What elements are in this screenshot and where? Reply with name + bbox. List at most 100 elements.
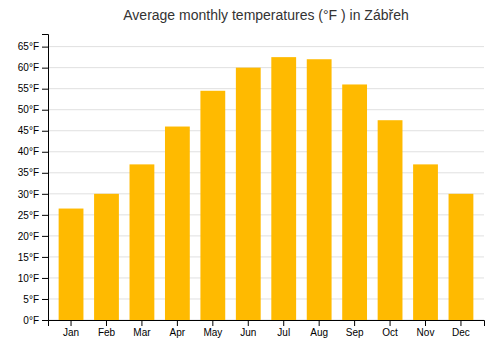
bar (165, 127, 190, 320)
y-tick-label: 45°F (18, 125, 39, 136)
y-tick-mark (42, 47, 48, 48)
y-tick-label: 60°F (18, 62, 39, 73)
x-tick: Sep (346, 320, 364, 338)
grid-line (48, 67, 484, 68)
bar (130, 164, 155, 320)
y-axis: 0°F 5°F 10°F 15°F 20°F 25°F 30°F 35°F 40°F 45°F 50… (18, 35, 49, 326)
y-tick: 0°F (23, 315, 48, 326)
x-tick: Apr (170, 320, 186, 338)
grid-line (48, 130, 484, 131)
y-tick-mark (42, 320, 48, 321)
x-tick-label: Nov (417, 327, 435, 338)
x-tick: Aug (310, 320, 328, 338)
x-tick-mark (177, 320, 178, 326)
y-tick-label: 10°F (18, 273, 39, 284)
x-tick-label: Aug (310, 327, 328, 338)
x-tick-mark (71, 320, 72, 326)
y-tick: 65°F (18, 41, 48, 52)
x-tick-mark (460, 320, 461, 326)
y-tick-label: 20°F (18, 231, 39, 242)
bar (307, 59, 332, 320)
bars (59, 57, 474, 320)
x-tick-mark (141, 320, 142, 326)
x-axis: Jan Feb Mar Apr May Jun Jul Aug Sep Oct Nov Dec (49, 320, 485, 338)
bar (59, 209, 84, 320)
y-tick-label: 55°F (18, 83, 39, 94)
x-tick-mark (425, 320, 426, 326)
x-tick: Mar (133, 320, 151, 338)
x-tick-label: Sep (346, 327, 364, 338)
grid-line (48, 151, 484, 152)
y-tick: 20°F (18, 231, 48, 242)
x-tick: Feb (98, 320, 116, 338)
y-tick: 55°F (18, 83, 48, 94)
y-tick: 15°F (18, 252, 48, 263)
x-axis-line (49, 321, 485, 327)
y-tick-label: 40°F (18, 146, 39, 157)
y-tick: 10°F (18, 273, 48, 284)
x-tick-label: Mar (133, 327, 151, 338)
x-tick-mark (319, 320, 320, 326)
x-tick-mark (248, 320, 249, 326)
grid-line (48, 109, 484, 110)
y-tick-label: 65°F (18, 41, 39, 52)
y-tick-mark (42, 152, 48, 153)
y-tick-mark (42, 89, 48, 90)
bar (94, 194, 119, 320)
x-tick: Jun (240, 320, 256, 338)
y-tick-label: 35°F (18, 167, 39, 178)
plot: 0°F 5°F 10°F 15°F 20°F 25°F 30°F 35°F 40°F 45°F 50… (18, 35, 485, 339)
y-tick: 50°F (18, 104, 48, 115)
x-tick-label: Jan (63, 327, 79, 338)
x-tick-label: Apr (170, 327, 186, 338)
y-tick: 5°F (23, 294, 48, 305)
y-tick: 25°F (18, 210, 48, 221)
x-tick: Oct (382, 320, 398, 338)
bar (271, 57, 296, 320)
y-tick-label: 5°F (23, 294, 39, 305)
y-tick-label: 50°F (18, 104, 39, 115)
y-tick-mark (42, 68, 48, 69)
y-tick: 30°F (18, 189, 48, 200)
y-tick-mark (42, 173, 48, 174)
y-tick: 45°F (18, 125, 48, 136)
bar (378, 120, 403, 320)
x-tick-label: May (203, 327, 222, 338)
x-tick: Dec (452, 320, 470, 338)
grid (48, 47, 484, 320)
y-tick-label: 30°F (18, 189, 39, 200)
y-tick-mark (42, 299, 48, 300)
bar (200, 91, 225, 320)
bar (342, 84, 367, 320)
x-tick-mark (390, 320, 391, 326)
y-tick-mark (42, 131, 48, 132)
x-tick-mark (283, 320, 284, 326)
y-tick-label: 0°F (23, 315, 39, 326)
bar (449, 194, 474, 320)
y-tick: 40°F (18, 146, 48, 157)
x-tick-mark (354, 320, 355, 326)
x-tick: May (203, 320, 222, 338)
y-tick-label: 25°F (18, 210, 39, 221)
x-tick: Jul (277, 320, 290, 338)
chart: 0°F 5°F 10°F 15°F 20°F 25°F 30°F 35°F 40°F 45°F 50… (0, 0, 500, 350)
grid-line (48, 88, 484, 89)
y-tick-mark (42, 236, 48, 237)
y-axis-line (42, 35, 49, 321)
x-tick-label: Oct (382, 327, 398, 338)
title: Average monthly temperatures (°F ) in Zá… (123, 7, 408, 23)
x-tick-mark (106, 320, 107, 326)
y-tick-mark (42, 194, 48, 195)
x-tick-label: Jul (277, 327, 290, 338)
x-tick-mark (212, 320, 213, 326)
x-tick-label: Feb (98, 327, 116, 338)
x-tick-label: Dec (452, 327, 470, 338)
y-tick-mark (42, 278, 48, 279)
y-tick-mark (42, 257, 48, 258)
x-tick-label: Jun (240, 327, 256, 338)
y-tick: 60°F (18, 62, 48, 73)
bar (236, 68, 261, 320)
y-tick: 35°F (18, 167, 48, 178)
y-tick-mark (42, 215, 48, 216)
grid-line (48, 46, 484, 47)
